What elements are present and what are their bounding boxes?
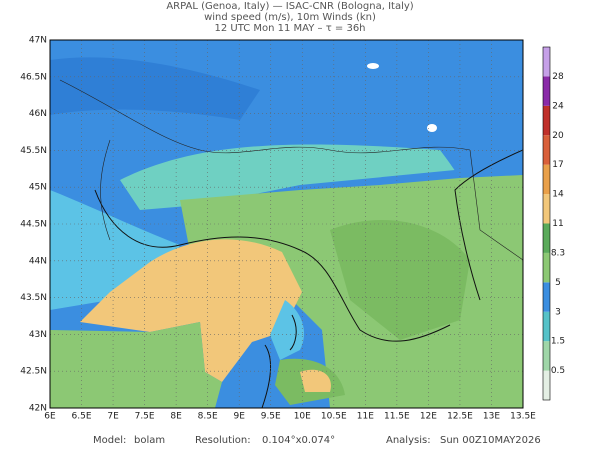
colorbar-label: 11 [552,219,563,229]
colorbar-segment [543,164,550,195]
colorbar-label: 3 [555,307,561,317]
colorbar-segment [543,76,550,106]
lon-label: 10E [294,412,311,422]
field-zone [330,220,470,340]
lon-label: 12E [420,412,437,422]
lon-label: 8E [170,412,182,422]
coastline [454,149,523,301]
map-field [50,40,523,408]
lon-label: 11.5E [384,412,410,422]
colorbar-segment [543,47,550,77]
lat-label: 42N [29,404,47,414]
colorbar-label: 28 [552,72,564,82]
lat-label: 42.5N [20,367,47,377]
colorbar-label: 20 [552,131,564,141]
colorbar: 0.5 1.5 3 5 8.3 11 14 17 20 24 28 [542,46,565,401]
colorbar-label: 5 [555,278,561,288]
colorbar-label: 14 [552,190,564,200]
colorbar-frame [542,46,551,401]
colorbar-label: 24 [552,101,564,111]
lon-label: 7E [107,412,119,422]
lat-label: 43N [29,330,47,340]
lon-label: 6E [44,412,56,422]
colorbar-label: 8.3 [551,248,565,258]
colorbar-segment [543,341,550,371]
colorbar-segment [543,282,550,312]
title-line: 12 UTC Mon 11 MAY – τ = 36h [214,23,365,34]
field-zone [120,144,455,210]
colorbar-segment [543,105,550,136]
lat-label: 44.5N [20,220,47,230]
lat-label: 45.5N [20,146,47,156]
lon-label: 12.5E [447,412,473,422]
lat-label: 46.5N [20,72,47,82]
footer-label: Resolution: [195,435,251,446]
lon-label: 9.5E [261,412,281,422]
colorbar-segment [543,223,550,253]
footer-value: bolam [134,435,165,446]
field-zone [420,110,523,178]
title-line: wind speed (m/s), 10m Winds (kn) [204,12,376,23]
lon-label: 8.5E [198,412,218,422]
field-zone [80,239,302,382]
lat-label: 47N [29,36,47,46]
border [59,79,523,261]
colorbar-label: 17 [552,160,563,170]
lat-label: 44N [29,256,47,266]
lon-label: 13E [483,412,500,422]
colorbar-segment [543,194,550,224]
footer-label: Analysis: [386,435,431,446]
title-line: ARPAL (Genoa, Italy) — ISAC-CNR (Bologna… [166,1,413,12]
lat-label: 46N [29,109,47,119]
coastline [94,189,451,342]
field-zone [300,369,331,392]
field-zone [427,124,437,132]
colorbar-segment [543,370,550,400]
lon-label: 7.5E [135,412,155,422]
lon-label: 10.5E [321,412,347,422]
footer-label: Model: [93,435,126,446]
lat-label: 45N [29,183,47,193]
map-frame [49,39,524,409]
lon-label: 9E [233,412,245,422]
lon-label: 13.5E [510,412,536,422]
footer-value: 0.104°x0.074° [262,435,335,446]
colorbar-segment [543,311,550,342]
field-zone [367,63,379,69]
field-zone [270,300,305,360]
header: ARPAL (Genoa, Italy) — ISAC-CNR (Bologna… [166,1,413,34]
lat-label: 43.5N [20,293,47,303]
colorbar-label: 0.5 [551,366,565,376]
field-zone [50,322,222,408]
lon-label: 6.5E [72,412,92,422]
colorbar-segment [543,135,550,165]
colorbar-label: 1.5 [551,337,565,347]
footer-value: Sun 00Z10MAY2026 [440,435,541,446]
colorbar-segment [543,252,550,283]
footer: Model: bolam Resolution: 0.104°x0.074° A… [93,435,541,446]
coastline [261,314,297,408]
lon-label: 11E [357,412,374,422]
